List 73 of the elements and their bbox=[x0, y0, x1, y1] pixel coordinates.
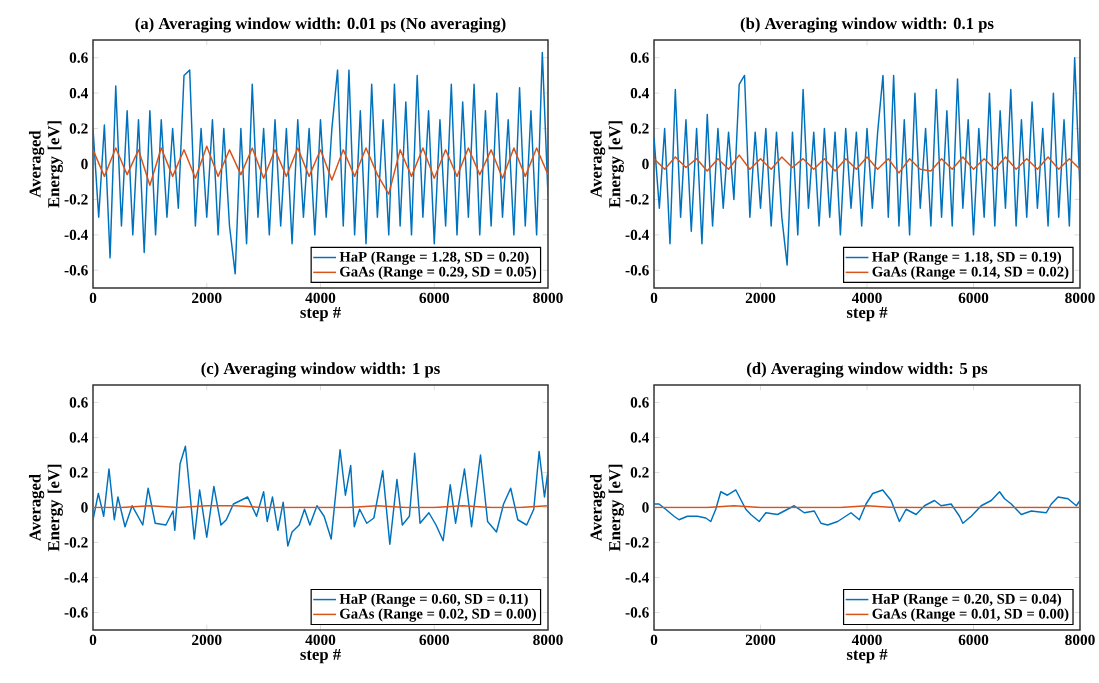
x-tick-label: 4000 bbox=[305, 634, 336, 646]
y-tick-label: 0.6 bbox=[69, 52, 88, 63]
x-tick-label: 2000 bbox=[745, 292, 776, 304]
x-tick-label: 0 bbox=[650, 292, 658, 304]
legend-label: HaP (Range = 0.20, SD = 0.04) bbox=[872, 593, 1062, 607]
y-tick-label: -0.4 bbox=[625, 229, 650, 241]
x-axis-title: step # bbox=[846, 306, 888, 322]
x-tick-label: 6000 bbox=[419, 292, 450, 304]
y-tick-label: 0.2 bbox=[630, 123, 649, 134]
y-tick-label: -0.2 bbox=[625, 194, 649, 205]
x-tick-label: 8000 bbox=[533, 292, 563, 304]
y-tick-label: 0.4 bbox=[630, 432, 650, 443]
y-tick-label: 0 bbox=[642, 502, 649, 513]
x-tick-label: 0 bbox=[89, 292, 97, 304]
line-series bbox=[93, 145, 548, 195]
x-tick-label: 2000 bbox=[192, 292, 222, 304]
y-tick-label: -0.6 bbox=[64, 265, 88, 276]
y-tick-label: -0.6 bbox=[625, 607, 649, 618]
x-tick-label: 2000 bbox=[745, 634, 776, 646]
legend-label: HaP (Range = 0.60, SD = 0.11) bbox=[339, 593, 528, 607]
line-series bbox=[654, 154, 1080, 174]
y-axis-title: Averaged Energy [eV] bbox=[28, 464, 63, 552]
legend-label: HaP (Range = 1.28, SD = 0.20) bbox=[339, 251, 529, 265]
x-axis-title: step # bbox=[846, 648, 888, 664]
x-tick-label: 4000 bbox=[851, 292, 882, 304]
x-axis-title: step # bbox=[300, 648, 341, 664]
x-tick-label: 8000 bbox=[1065, 292, 1095, 304]
y-tick-label: 0 bbox=[81, 502, 88, 513]
legend-label: GaAs (Range = 0.02, SD = 0.00) bbox=[340, 608, 536, 622]
chart-title: (b) Averaging window width: 0.1 ps bbox=[740, 17, 994, 33]
y-tick-label: 0.4 bbox=[69, 87, 89, 99]
line-series bbox=[93, 445, 548, 547]
legend-label: HaP (Range = 1.18, SD = 0.19) bbox=[872, 251, 1062, 265]
y-tick-label: -0.2 bbox=[64, 537, 88, 548]
y-tick-label: 0 bbox=[81, 158, 88, 170]
legend-label: GaAs (Range = 0.14, SD = 0.02) bbox=[872, 266, 1069, 280]
x-tick-label: 6000 bbox=[958, 292, 989, 304]
y-axis-title: Averaged Energy [eV] bbox=[589, 121, 624, 208]
y-tick-label: 0.6 bbox=[630, 52, 649, 63]
y-tick-label: -0.2 bbox=[64, 194, 88, 205]
chart-title: (d) Averaging window width: 5 ps bbox=[747, 362, 988, 378]
legend-label: GaAs (Range = 0.01, SD = 0.00) bbox=[872, 608, 1069, 622]
y-tick-label: -0.6 bbox=[625, 265, 649, 276]
x-tick-label: 0 bbox=[89, 634, 97, 646]
y-tick-label: -0.4 bbox=[64, 229, 89, 241]
x-tick-label: 6000 bbox=[419, 634, 450, 646]
y-tick-label: 0.4 bbox=[69, 432, 89, 443]
y-tick-label: -0.4 bbox=[625, 572, 650, 583]
chart-title: (a) Averaging window width: 0.01 ps (No averaging) bbox=[135, 17, 506, 33]
x-tick-label: 4000 bbox=[305, 292, 336, 304]
x-tick-label: 8000 bbox=[533, 634, 563, 646]
legend-label: GaAs (Range = 0.29, SD = 0.05) bbox=[340, 266, 536, 280]
y-tick-label: -0.2 bbox=[625, 537, 649, 548]
y-tick-label: 0 bbox=[642, 158, 649, 170]
y-tick-label: -0.4 bbox=[64, 572, 89, 583]
y-tick-label: 0.4 bbox=[630, 87, 650, 99]
chart-title: (c) Averaging window width: 1 ps bbox=[201, 362, 440, 378]
y-tick-label: 0.6 bbox=[630, 397, 649, 408]
x-axis-title: step # bbox=[300, 306, 341, 322]
y-tick-label: 0.6 bbox=[69, 397, 88, 408]
line-series bbox=[654, 56, 1080, 266]
y-axis-title: Averaged Energy [eV] bbox=[589, 464, 624, 552]
line-series bbox=[654, 489, 1080, 526]
y-axis-title: Averaged Energy [eV] bbox=[28, 121, 63, 208]
y-tick-label: 0.2 bbox=[69, 123, 88, 134]
x-tick-label: 4000 bbox=[851, 634, 882, 646]
x-tick-label: 8000 bbox=[1065, 634, 1095, 646]
x-tick-label: 2000 bbox=[192, 634, 222, 646]
y-tick-label: 0.2 bbox=[69, 467, 88, 478]
y-tick-label: 0.2 bbox=[630, 467, 649, 478]
x-tick-label: 0 bbox=[650, 634, 658, 646]
x-tick-label: 6000 bbox=[958, 634, 989, 646]
y-tick-label: -0.6 bbox=[64, 607, 88, 618]
